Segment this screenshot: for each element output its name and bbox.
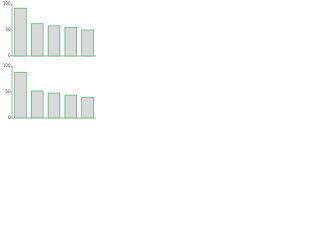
bar [64, 27, 77, 57]
bar [31, 90, 44, 119]
bar [47, 25, 61, 57]
bar [81, 29, 94, 57]
y-tick-label: 50 [5, 89, 11, 94]
bar [31, 23, 44, 57]
bar [14, 71, 27, 119]
y-tick-label: 0 [8, 115, 11, 120]
bar [81, 96, 94, 119]
y-tick-label: 100 [3, 63, 11, 68]
bar [14, 7, 27, 57]
chart: 0 50 100 0 50 100 [3, 1, 96, 120]
bar [64, 94, 77, 119]
y-tick-label: 50 [5, 27, 11, 32]
y-tick-label: 0 [8, 53, 11, 58]
bar [47, 92, 61, 119]
y-tick-label: 100 [3, 1, 11, 6]
